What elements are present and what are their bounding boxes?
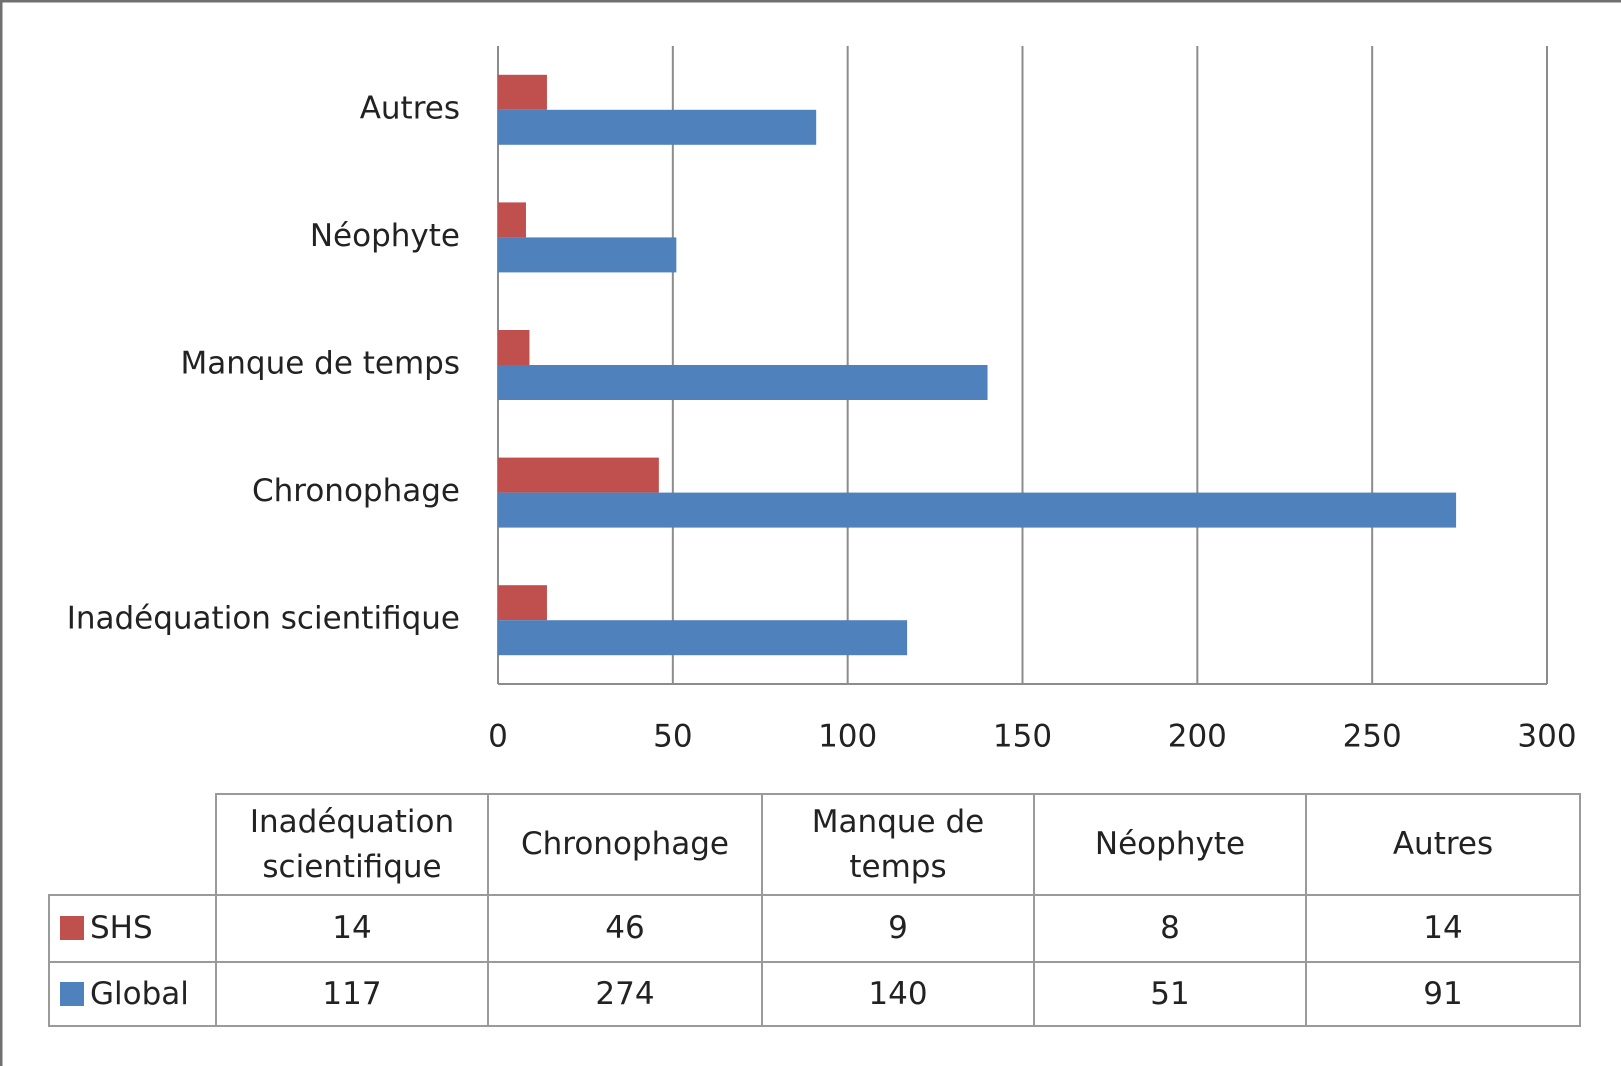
table-cell: 46 bbox=[487, 894, 763, 963]
table-cell: 91 bbox=[1305, 961, 1581, 1027]
bar bbox=[498, 74, 547, 110]
corner bbox=[49, 794, 217, 896]
row-header: Global bbox=[48, 961, 217, 1027]
table-cell: 117 bbox=[215, 961, 489, 1027]
bar bbox=[498, 330, 530, 365]
data-table: Inadéquation scientifique Chronophage Manq… bbox=[48, 793, 1581, 1027]
column-header: Manque de temps bbox=[761, 793, 1035, 896]
x-tick-label: 250 bbox=[1343, 719, 1402, 755]
legend-label: Global bbox=[90, 975, 189, 1012]
bar bbox=[498, 457, 659, 493]
table-cell: 14 bbox=[215, 894, 489, 963]
column-header: Néophyte bbox=[1033, 793, 1307, 896]
bar bbox=[498, 237, 677, 273]
x-tick-label: 50 bbox=[653, 719, 692, 755]
y-tick-label: Manque de temps bbox=[181, 346, 461, 382]
x-tick-label: 0 bbox=[488, 719, 508, 755]
row-header: SHS bbox=[48, 894, 217, 963]
bar bbox=[498, 109, 817, 145]
legend-swatch bbox=[60, 981, 84, 1006]
table-row: SHS 14 46 9 8 14 bbox=[48, 894, 1581, 963]
x-tick-label: 150 bbox=[993, 719, 1052, 755]
y-tick-label: Chronophage bbox=[252, 473, 460, 509]
bar bbox=[498, 620, 908, 656]
column-header: Autres bbox=[1305, 793, 1581, 896]
column-header: Chronophage bbox=[487, 793, 763, 896]
column-header: Inadéquation scientifique bbox=[215, 793, 489, 896]
x-tick-label: 100 bbox=[818, 719, 877, 755]
table-row: Global 117 274 140 51 91 bbox=[48, 961, 1581, 1027]
bar bbox=[498, 365, 988, 400]
table-header: Inadéquation scientifique Chronophage Manq… bbox=[49, 793, 1581, 896]
bar bbox=[498, 202, 526, 238]
x-tick-label: 200 bbox=[1168, 719, 1227, 755]
table-cell: 274 bbox=[487, 961, 763, 1027]
legend-label: SHS bbox=[90, 910, 153, 947]
y-tick-label: Inadéquation scientifique bbox=[67, 601, 460, 637]
y-tick-label: Néophyte bbox=[310, 218, 460, 254]
y-tick-label: Autres bbox=[360, 90, 460, 126]
x-tick-label: 300 bbox=[1517, 719, 1576, 755]
table-cell: 8 bbox=[1033, 894, 1307, 963]
table-cell: 9 bbox=[761, 894, 1035, 963]
bar bbox=[498, 585, 547, 621]
table-cell: 14 bbox=[1305, 894, 1581, 963]
bar bbox=[498, 492, 1457, 528]
legend-swatch bbox=[60, 916, 84, 941]
table-cell: 51 bbox=[1033, 961, 1307, 1027]
table-cell: 140 bbox=[761, 961, 1035, 1027]
